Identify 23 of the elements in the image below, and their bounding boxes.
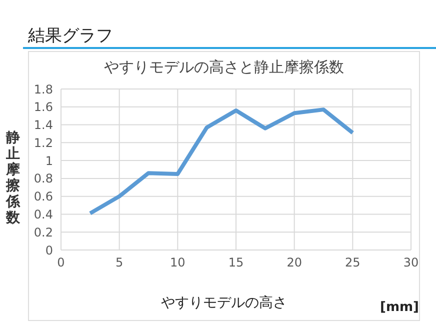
y-tick-label: 1.2 — [34, 136, 53, 150]
chart-title: 結果グラフ — [28, 25, 113, 47]
x-tick-label: 0 — [57, 256, 65, 270]
y-tick-label: 1 — [45, 154, 53, 168]
x-tick-label: 15 — [228, 256, 244, 270]
y-tick-label: 1.4 — [34, 118, 53, 132]
y-axis-title: 静止摩擦係数 — [6, 130, 21, 226]
y-tick-label: 1.8 — [34, 82, 53, 96]
y-tick-label: 0.6 — [34, 190, 53, 204]
x-tick-label: 5 — [116, 256, 124, 270]
x-tick-label: 30 — [403, 256, 419, 270]
x-tick-label: 25 — [345, 256, 360, 270]
y-tick-label: 0 — [45, 243, 53, 258]
x-tick-label: 10 — [170, 256, 186, 270]
chart-subtitle: やすりモデルの高さと静止摩擦係数 — [103, 58, 345, 77]
line-series — [88, 108, 355, 216]
y-tick-label: 0.8 — [34, 172, 53, 186]
x-tick-label: 20 — [286, 256, 302, 270]
text: [mm] — [380, 300, 419, 315]
x-axis-title: やすりモデルの高さ — [161, 295, 287, 311]
y-tick-label: 0.4 — [34, 207, 53, 222]
y-tick-label: 0.2 — [34, 225, 53, 240]
y-tick-label: 1.6 — [34, 100, 53, 114]
